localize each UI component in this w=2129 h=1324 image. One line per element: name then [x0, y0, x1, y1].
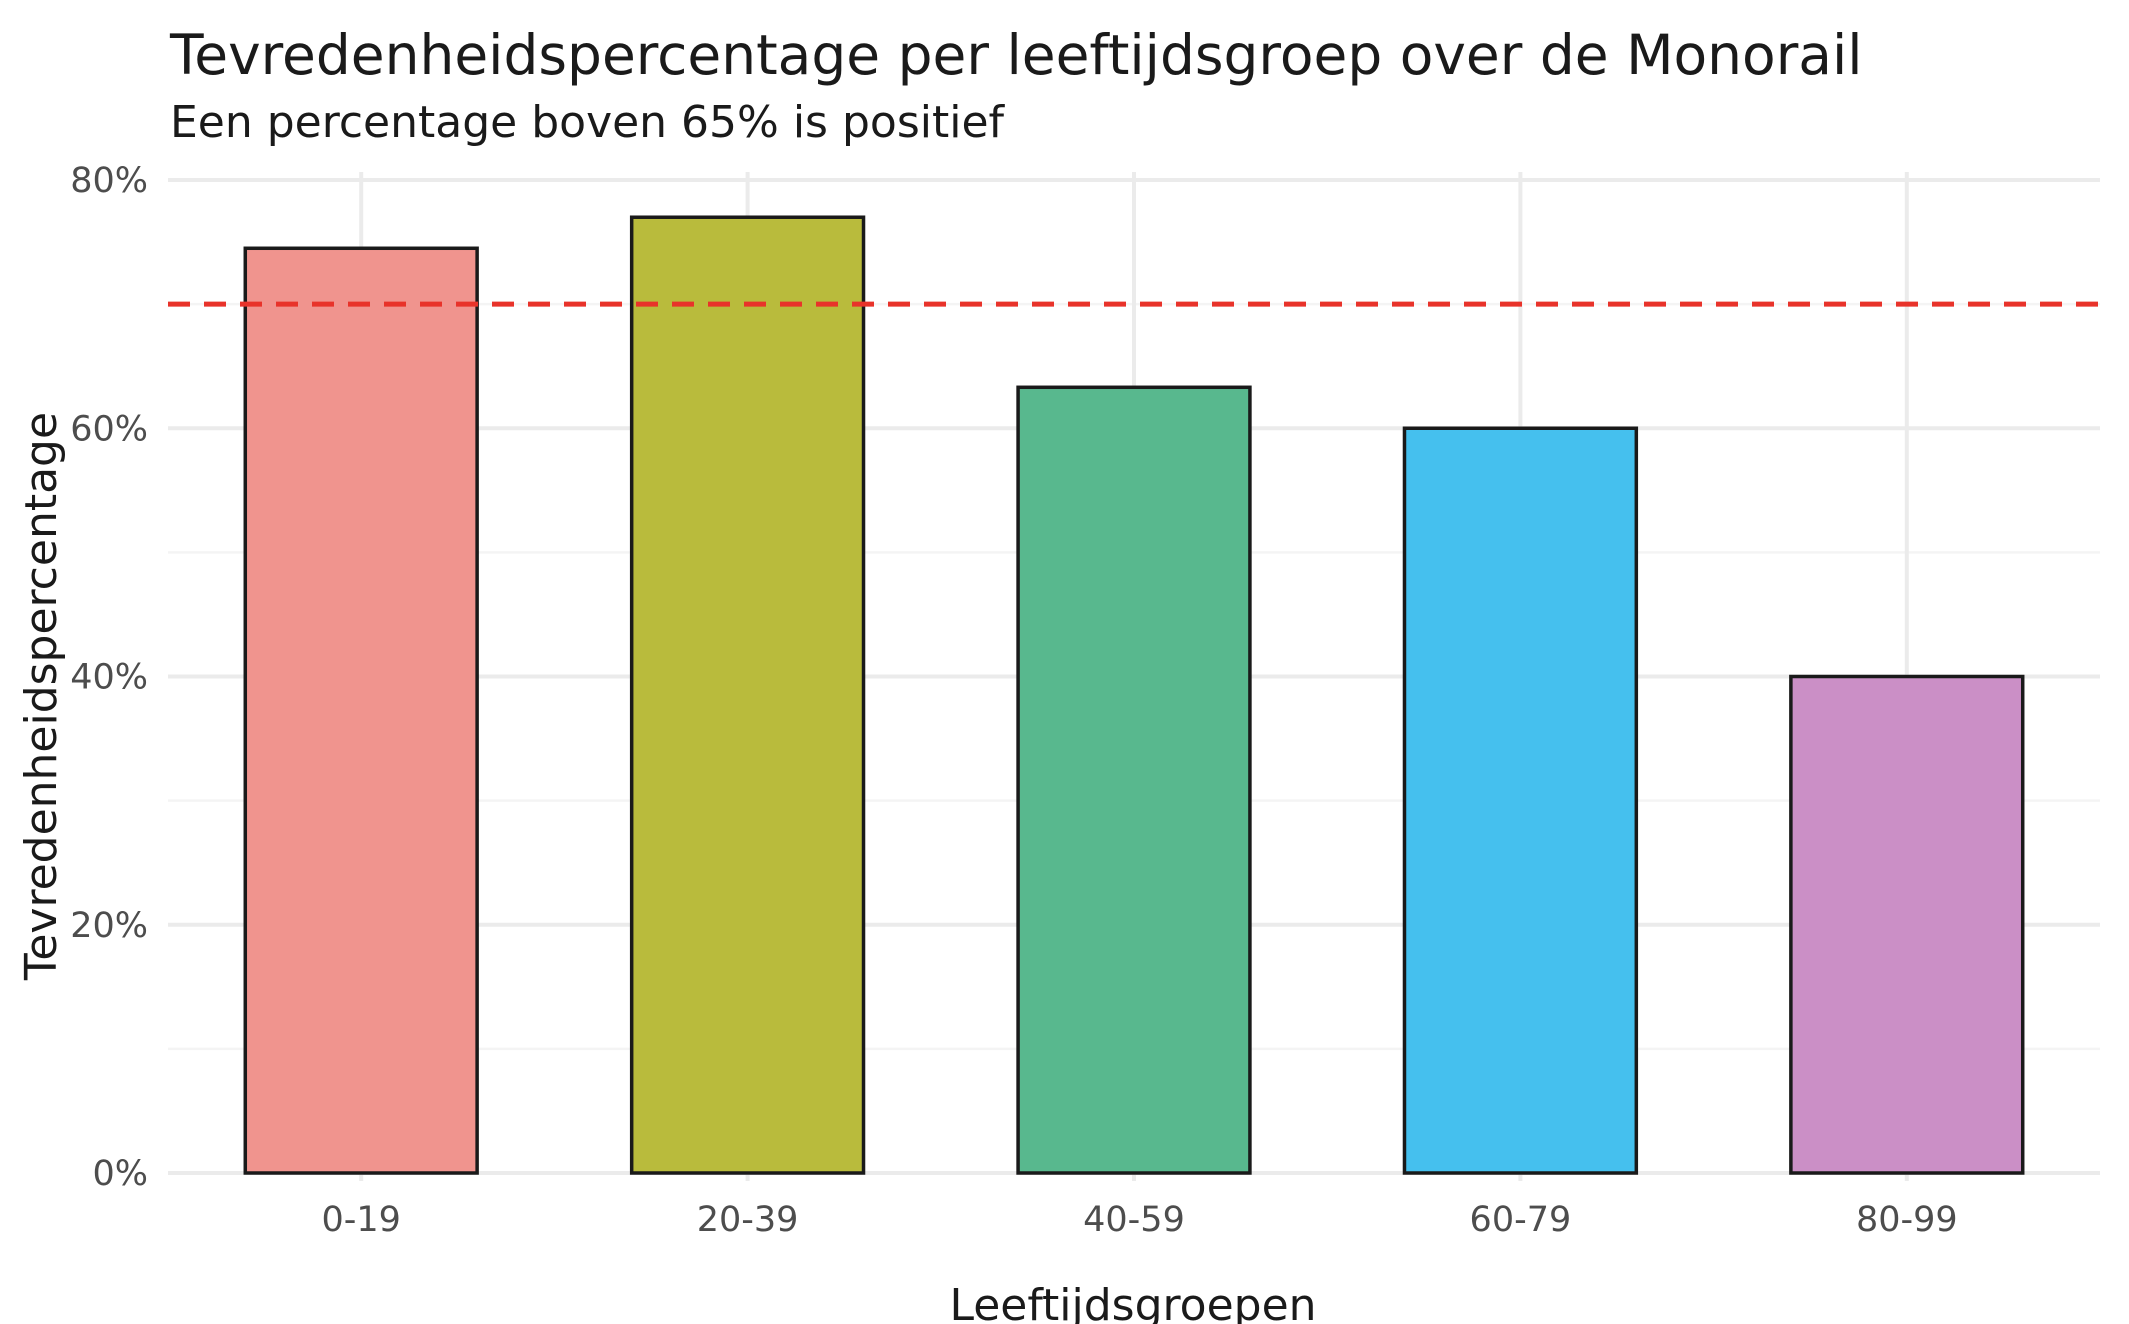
y-tick-label: 40%: [70, 658, 148, 698]
y-tick-label: 60%: [70, 409, 148, 449]
bar-layer: [243, 215, 2025, 1175]
y-axis-title: Tevredenheidspercentage: [16, 412, 67, 981]
y-tick-label: 80%: [70, 161, 148, 201]
y-tick-label: 0%: [92, 1154, 148, 1194]
y-axis-ticks: 0% 20% 40% 60% 80%: [70, 161, 148, 1194]
x-axis-title: Leeftijdsgroepen: [949, 1280, 1316, 1324]
bar-0-19: [243, 246, 479, 1175]
y-tick-label: 20%: [70, 906, 148, 946]
chart-title: Tevredenheidspercentage per leeftijdsgro…: [169, 23, 1863, 87]
chart-subtitle: Een percentage boven 65% is positief: [170, 97, 1006, 148]
x-tick-label: 80-99: [1856, 1200, 1958, 1240]
bar-40-59: [1016, 385, 1252, 1175]
x-tick-label: 60-79: [1470, 1200, 1572, 1240]
x-tick-label: 0-19: [321, 1200, 400, 1240]
bar-60-79: [1402, 426, 1639, 1175]
x-tick-label: 40-59: [1083, 1200, 1185, 1240]
x-tick-label: 20-39: [697, 1200, 799, 1240]
bar-80-99: [1789, 674, 2025, 1175]
bar-20-39: [629, 215, 866, 1175]
x-axis-ticks: 0-19 20-39 40-59 60-79 80-99: [321, 1200, 1957, 1240]
